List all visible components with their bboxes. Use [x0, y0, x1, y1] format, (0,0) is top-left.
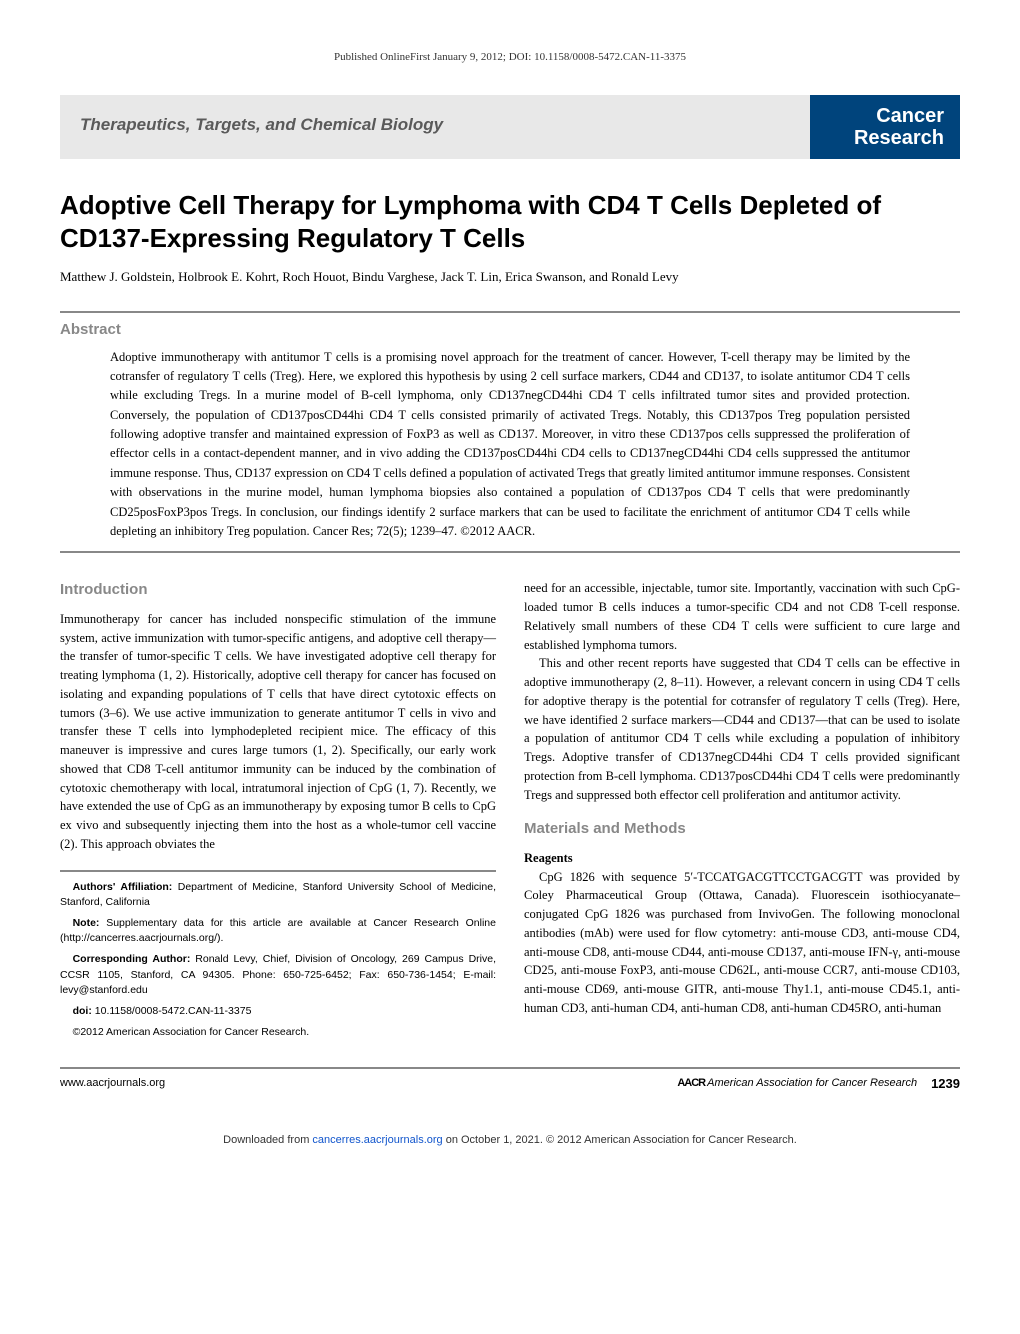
download-link[interactable]: cancerres.aacrjournals.org [312, 1134, 442, 1146]
abstract-heading: Abstract [60, 311, 960, 340]
left-column: Introduction Immunotherapy for cancer ha… [60, 579, 496, 1046]
intro-p2: need for an accessible, injectable, tumo… [524, 579, 960, 654]
authors: Matthew J. Goldstein, Holbrook E. Kohrt,… [60, 268, 960, 286]
note: Note: Supplementary data for this articl… [60, 916, 496, 946]
introduction-heading: Introduction [60, 579, 496, 602]
journal-logo: Cancer Research [810, 95, 960, 159]
header-bar: Therapeutics, Targets, and Chemical Biol… [60, 95, 960, 159]
footer-url: www.aacrjournals.org [60, 1076, 165, 1091]
download-notice: Downloaded from cancerres.aacrjournals.o… [60, 1133, 960, 1148]
page-footer: www.aacrjournals.org American Associatio… [60, 1067, 960, 1093]
reagents-p1: CpG 1826 with sequence 5′-TCCATGACGTTCCT… [524, 868, 960, 1018]
intro-p1: Immunotherapy for cancer has included no… [60, 610, 496, 854]
page-number: 1239 [931, 1075, 960, 1093]
author-info-block: Authors' Affiliation: Department of Medi… [60, 870, 496, 1041]
materials-heading: Materials and Methods [524, 818, 960, 841]
page: Published OnlineFirst January 9, 2012; D… [0, 0, 1020, 1178]
right-column: need for an accessible, injectable, tumo… [524, 579, 960, 1046]
journal-logo-line1: Cancer [826, 105, 944, 127]
intro-p3: This and other recent reports have sugge… [524, 654, 960, 804]
article-title: Adoptive Cell Therapy for Lymphoma with … [60, 189, 960, 254]
aacr-logo: American Association for Cancer Research [677, 1076, 917, 1091]
publish-banner: Published OnlineFirst January 9, 2012; D… [60, 50, 960, 65]
section-label: Therapeutics, Targets, and Chemical Biol… [60, 95, 810, 159]
affiliation: Authors' Affiliation: Department of Medi… [60, 880, 496, 910]
corresponding-author: Corresponding Author: Ronald Levy, Chief… [60, 952, 496, 998]
doi: doi: 10.1158/0008-5472.CAN-11-3375 [60, 1004, 496, 1019]
reagents-subheading: Reagents [524, 849, 960, 868]
body-columns: Introduction Immunotherapy for cancer ha… [60, 579, 960, 1046]
abstract-body: Adoptive immunotherapy with antitumor T … [60, 348, 960, 554]
journal-logo-line2: Research [826, 127, 944, 149]
copyright: ©2012 American Association for Cancer Re… [60, 1025, 496, 1040]
